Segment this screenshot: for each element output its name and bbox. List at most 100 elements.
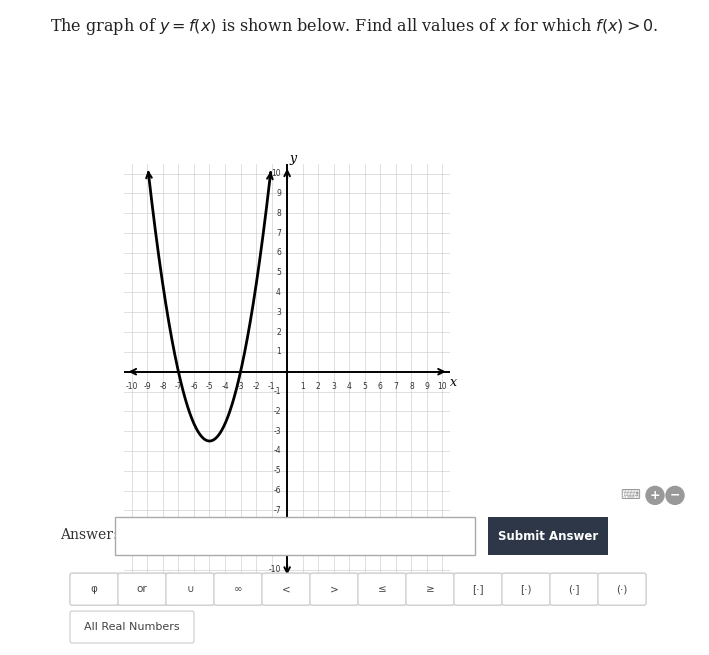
Text: x: x xyxy=(450,376,457,389)
Text: 7: 7 xyxy=(276,229,281,238)
Text: 6: 6 xyxy=(276,248,281,257)
FancyBboxPatch shape xyxy=(406,573,454,605)
Text: 10: 10 xyxy=(272,169,281,178)
Text: -8: -8 xyxy=(274,526,281,534)
Text: -9: -9 xyxy=(143,382,151,390)
Text: -7: -7 xyxy=(273,506,281,515)
Text: 3: 3 xyxy=(276,308,281,317)
Text: y: y xyxy=(289,153,296,165)
Text: [·): [·) xyxy=(520,584,532,594)
Text: (·): (·) xyxy=(616,584,627,594)
Text: -10: -10 xyxy=(125,382,138,390)
Text: All Real Numbers: All Real Numbers xyxy=(84,622,180,632)
Text: or: or xyxy=(137,584,147,594)
Text: ⌨: ⌨ xyxy=(620,489,640,502)
FancyBboxPatch shape xyxy=(118,573,166,605)
Text: -6: -6 xyxy=(190,382,198,390)
FancyBboxPatch shape xyxy=(502,573,550,605)
Text: 5: 5 xyxy=(362,382,367,390)
Text: -4: -4 xyxy=(273,447,281,455)
Text: 7: 7 xyxy=(393,382,398,390)
FancyBboxPatch shape xyxy=(310,573,358,605)
Bar xyxy=(488,517,608,555)
Text: ≤: ≤ xyxy=(378,584,386,594)
FancyBboxPatch shape xyxy=(116,573,174,605)
FancyBboxPatch shape xyxy=(166,573,214,605)
Text: [·]: [·] xyxy=(472,584,484,594)
Text: Answer:: Answer: xyxy=(60,529,118,542)
Text: 9: 9 xyxy=(276,189,281,198)
Text: or: or xyxy=(139,584,150,594)
Text: -2: -2 xyxy=(252,382,259,390)
Text: 3: 3 xyxy=(331,382,336,390)
FancyBboxPatch shape xyxy=(406,573,454,605)
Text: φ: φ xyxy=(91,584,97,594)
Text: 1: 1 xyxy=(277,347,281,356)
Text: -1: -1 xyxy=(274,387,281,396)
Text: 5: 5 xyxy=(276,268,281,277)
Text: The graph of $y = f(x)$ is shown below. Find all values of $x$ for which $f(x) >: The graph of $y = f(x)$ is shown below. … xyxy=(50,16,659,37)
Text: ≥: ≥ xyxy=(425,584,435,594)
FancyBboxPatch shape xyxy=(550,573,598,605)
FancyBboxPatch shape xyxy=(550,573,598,605)
Text: 8: 8 xyxy=(277,209,281,217)
Text: 10: 10 xyxy=(437,382,447,390)
FancyBboxPatch shape xyxy=(598,573,646,605)
Text: -5: -5 xyxy=(206,382,213,390)
Text: -7: -7 xyxy=(174,382,182,390)
Text: 8: 8 xyxy=(409,382,414,390)
FancyBboxPatch shape xyxy=(70,573,118,605)
FancyBboxPatch shape xyxy=(454,573,502,605)
Text: ∪: ∪ xyxy=(186,584,194,594)
Text: -6: -6 xyxy=(273,486,281,495)
Bar xyxy=(115,517,475,555)
Text: (·]: (·] xyxy=(568,584,580,594)
Text: -10: -10 xyxy=(269,565,281,574)
Text: -3: -3 xyxy=(237,382,245,390)
Text: -8: -8 xyxy=(159,382,167,390)
FancyBboxPatch shape xyxy=(166,573,214,605)
Text: −: − xyxy=(670,489,680,502)
Text: (·): (·) xyxy=(616,584,628,594)
Text: <: < xyxy=(281,584,291,594)
Text: -4: -4 xyxy=(221,382,229,390)
Text: (·]: (·] xyxy=(568,584,580,594)
Text: ∪: ∪ xyxy=(186,584,194,594)
Text: [·]: [·] xyxy=(471,584,484,594)
Text: φ: φ xyxy=(90,584,98,594)
FancyBboxPatch shape xyxy=(70,573,118,605)
Text: 1: 1 xyxy=(301,382,305,390)
Text: -2: -2 xyxy=(274,407,281,416)
Text: <: < xyxy=(281,584,291,594)
FancyBboxPatch shape xyxy=(502,573,550,605)
FancyBboxPatch shape xyxy=(310,573,358,605)
Text: >: > xyxy=(330,584,338,594)
Text: +: + xyxy=(649,489,660,502)
Text: 4: 4 xyxy=(347,382,352,390)
FancyBboxPatch shape xyxy=(262,573,310,605)
Text: 2: 2 xyxy=(277,328,281,337)
Text: >: > xyxy=(330,584,339,594)
Text: -3: -3 xyxy=(273,426,281,436)
FancyBboxPatch shape xyxy=(598,573,646,605)
FancyBboxPatch shape xyxy=(214,573,262,605)
FancyBboxPatch shape xyxy=(454,573,502,605)
Text: ∞: ∞ xyxy=(233,584,242,594)
Text: ∞: ∞ xyxy=(234,584,242,594)
FancyBboxPatch shape xyxy=(358,573,406,605)
Text: [·): [·) xyxy=(520,584,532,594)
FancyBboxPatch shape xyxy=(70,611,194,643)
FancyBboxPatch shape xyxy=(358,573,406,605)
Text: ≥: ≥ xyxy=(425,584,435,594)
Text: Submit Answer: Submit Answer xyxy=(498,530,598,543)
FancyBboxPatch shape xyxy=(214,573,262,605)
FancyBboxPatch shape xyxy=(262,573,310,605)
Text: -9: -9 xyxy=(273,546,281,555)
Circle shape xyxy=(666,487,684,504)
Circle shape xyxy=(646,487,664,504)
Text: 4: 4 xyxy=(276,288,281,297)
Text: -5: -5 xyxy=(273,466,281,476)
Text: 6: 6 xyxy=(378,382,383,390)
Text: 2: 2 xyxy=(316,382,320,390)
Text: ≤: ≤ xyxy=(377,584,386,594)
